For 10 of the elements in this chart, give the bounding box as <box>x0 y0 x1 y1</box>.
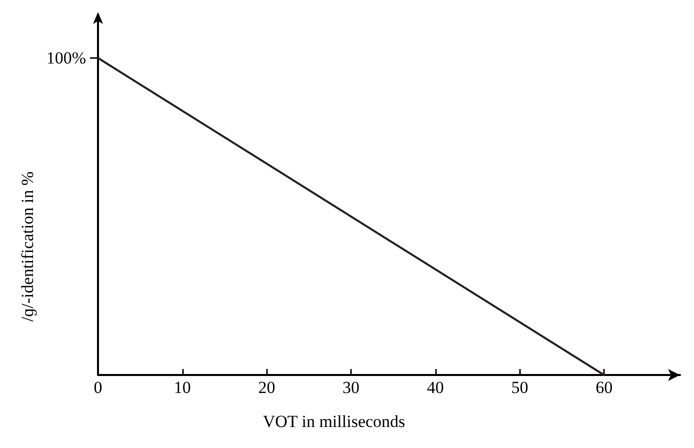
x-axis-title: VOT in milliseconds <box>262 412 406 431</box>
x-tick-label: 10 <box>174 378 191 397</box>
x-tick-label: 40 <box>426 378 444 397</box>
x-tick-label: 60 <box>596 378 613 397</box>
x-tick-label: 30 <box>342 378 360 397</box>
x-tick-label: 50 <box>511 378 528 397</box>
x-tick-label: 20 <box>258 378 276 397</box>
y-axis-title: /ɡ/-identification in % <box>18 171 37 322</box>
x-tick-label: 0 <box>94 378 102 397</box>
annotation: 100% <box>46 48 86 68</box>
